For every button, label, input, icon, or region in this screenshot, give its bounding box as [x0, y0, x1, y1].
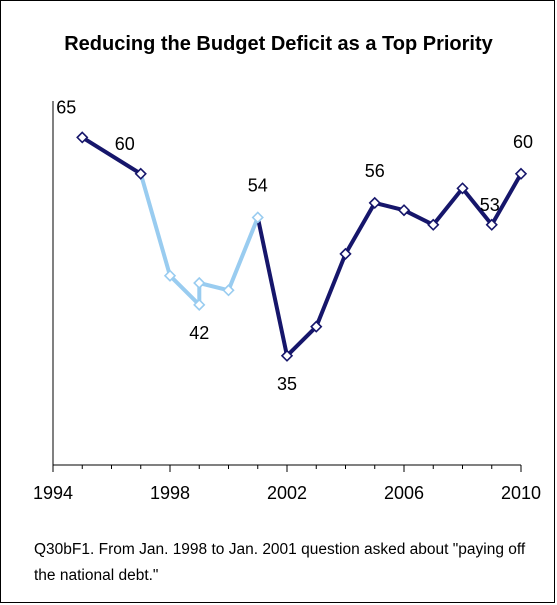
x-tick-label: 2010 — [501, 483, 541, 503]
data-point — [193, 298, 206, 311]
data-label: 65 — [56, 97, 76, 117]
data-point — [456, 182, 469, 195]
data-point — [514, 167, 528, 180]
data-label: 53 — [480, 195, 500, 215]
x-tick-label: 2006 — [384, 483, 424, 503]
data-point — [251, 211, 264, 224]
x-tick-label: 2002 — [267, 483, 307, 503]
data-point — [222, 284, 235, 297]
data-point — [163, 269, 177, 282]
data-point — [427, 218, 440, 231]
series-line-2 — [138, 171, 260, 307]
data-point — [280, 349, 294, 362]
data-point — [76, 131, 89, 144]
data-point — [134, 167, 147, 180]
data-label: 56 — [365, 161, 385, 181]
data-label: 42 — [189, 323, 209, 343]
series-line-3 — [255, 171, 523, 358]
data-point — [339, 247, 352, 261]
chart-title: Reducing the Budget Deficit as a Top Pri… — [64, 33, 493, 55]
data-point — [368, 196, 381, 210]
data-point — [193, 276, 206, 290]
data-point — [397, 204, 411, 217]
data-label: 54 — [248, 175, 268, 195]
data-label: 60 — [115, 134, 135, 154]
data-point — [485, 218, 498, 231]
data-label: 60 — [513, 132, 533, 152]
x-tick-label: 1994 — [33, 483, 73, 503]
data-point — [310, 320, 323, 333]
footnote: Q30bF1. From Jan. 1998 to Jan. 2001 ques… — [34, 541, 526, 584]
x-tick-label: 1998 — [150, 483, 190, 503]
data-label: 35 — [277, 374, 297, 394]
series-line-1 — [80, 135, 143, 176]
